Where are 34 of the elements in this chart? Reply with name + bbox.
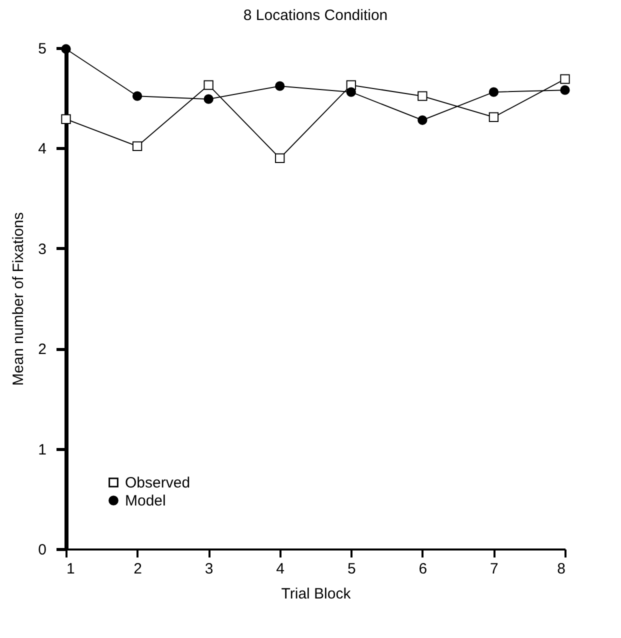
y-tick-label: 5 [38,40,46,58]
y-tick-label: 2 [38,341,46,358]
point [132,91,142,101]
x-tick-label: 5 [347,560,356,578]
point [275,81,285,91]
x-tick-label: 2 [134,560,142,578]
chart-title: 8 Locations Condition [243,7,388,24]
point [132,141,142,152]
x-tick-label: 4 [276,560,285,578]
point [418,115,428,125]
point [61,44,71,54]
x-tick-label: 3 [204,560,214,578]
point [560,74,570,84]
point [418,91,428,101]
y-tick-label: 0 [38,542,46,558]
x-tick-label: 7 [490,560,498,578]
legend-label: Model [125,492,166,510]
point [560,85,570,95]
x-axis-title: Trial Block [281,586,352,602]
x-tick-label: 1 [66,560,75,578]
point [61,114,71,124]
x-tick-label: 6 [418,560,428,578]
y-axis-title: Mean number of Fixations [10,212,28,386]
point [204,80,214,90]
point [346,87,356,97]
y-tick-label: 4 [38,140,46,158]
point [275,153,285,164]
point [488,87,499,97]
y-tick-label: 3 [38,240,46,258]
point [488,112,499,122]
x-tick-label: 8 [557,560,566,578]
point [204,94,214,104]
legend-label: Observed [125,474,190,492]
y-tick-label: 1 [38,441,46,458]
